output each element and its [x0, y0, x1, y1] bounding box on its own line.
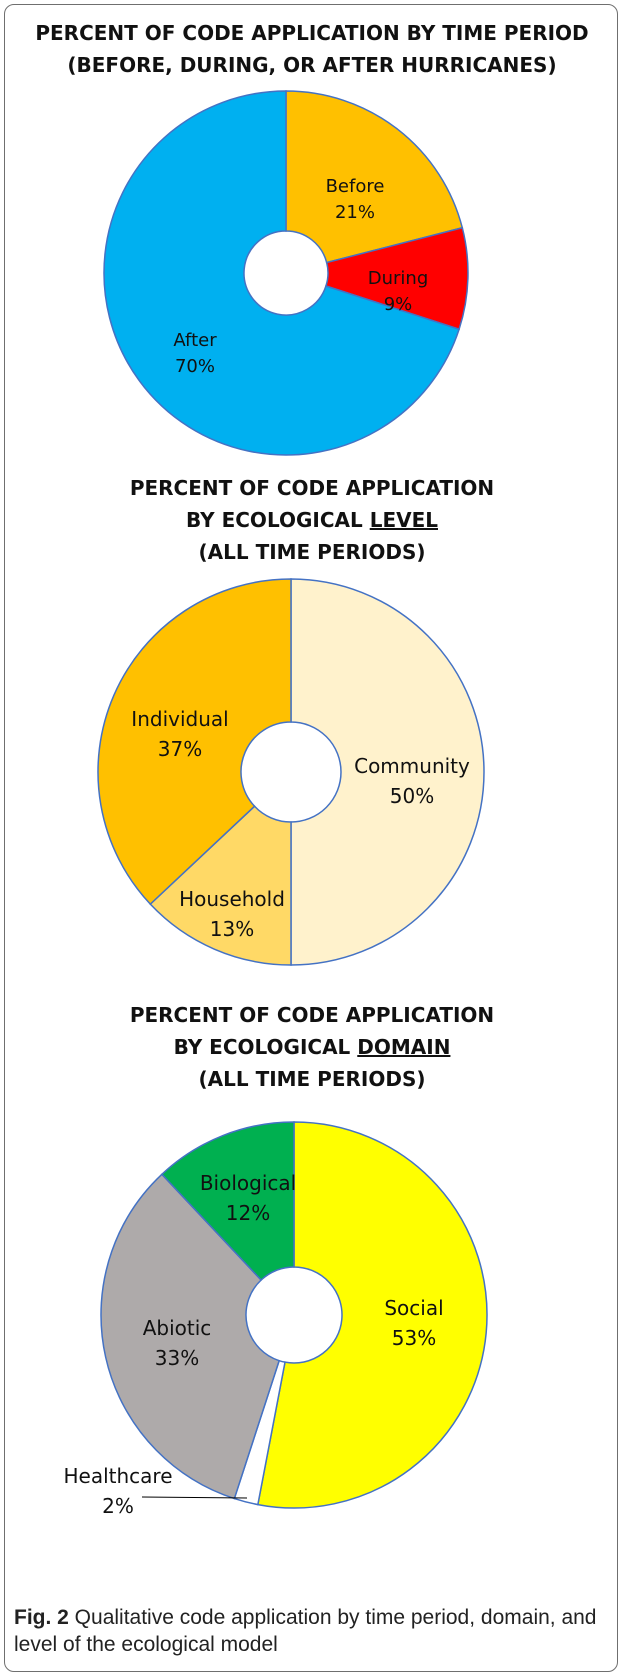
chart-time-period: PERCENT OF CODE APPLICATION BY TIME PERI…	[35, 21, 589, 456]
slice-category-label-household: Household	[179, 887, 285, 911]
chart-title-line: (ALL TIME PERIODS)	[199, 540, 426, 564]
chart-title-line: BY ECOLOGICAL LEVEL	[186, 508, 438, 532]
chart-title-line: PERCENT OF CODE APPLICATION	[130, 1003, 494, 1027]
chart-title-line: PERCENT OF CODE APPLICATION	[130, 476, 494, 500]
slice-value-label-after: 70%	[175, 356, 215, 377]
figure-frame	[4, 4, 618, 1672]
slice-value-label-individual: 37%	[158, 737, 202, 761]
slice-category-label-before: Before	[326, 176, 385, 197]
slice-value-label-healthcare: 2%	[102, 1494, 134, 1518]
leader-line-healthcare	[141, 1496, 248, 1499]
slice-category-label-abiotic: Abiotic	[143, 1316, 212, 1340]
slice-value-label-social: 53%	[392, 1326, 436, 1350]
chart-ecological-domain: PERCENT OF CODE APPLICATION BY ECOLOGICAL…	[63, 1003, 494, 1518]
slice-category-label-biological: Biological	[200, 1171, 296, 1195]
figure-charts: PERCENT OF CODE APPLICATION BY TIME PERI…	[35, 21, 589, 1518]
pie-slice-community	[290, 578, 485, 966]
slice-value-label-during: 9%	[384, 294, 413, 315]
pie-slice-individual	[97, 578, 292, 906]
chart-title-line: BY ECOLOGICAL DOMAIN	[174, 1035, 451, 1059]
pie-slice-during	[324, 226, 469, 331]
slice-category-label-social: Social	[384, 1296, 443, 1320]
pie-slice-after	[103, 90, 461, 456]
slice-category-label-individual: Individual	[131, 707, 228, 731]
pie-slice-biological	[160, 1121, 295, 1282]
chart-ecological-level: PERCENT OF CODE APPLICATION BY ECOLOGICAL…	[97, 476, 494, 966]
pie-slice-social	[256, 1121, 488, 1509]
slice-value-label-abiotic: 33%	[155, 1346, 199, 1370]
pie-slice-household	[149, 805, 292, 966]
caption-label: Fig. 2	[14, 1606, 69, 1629]
chart-title-line: (ALL TIME PERIODS)	[199, 1067, 426, 1091]
slice-category-label-community: Community	[354, 754, 470, 778]
slice-value-label-before: 21%	[335, 202, 375, 223]
figure-caption: Fig. 2 Qualitative code application by t…	[14, 1604, 610, 1658]
slice-value-label-community: 50%	[390, 784, 434, 808]
slice-category-label-healthcare: Healthcare	[63, 1464, 172, 1488]
slice-value-label-household: 13%	[210, 917, 254, 941]
caption-text: Qualitative code application by time per…	[14, 1606, 597, 1656]
chart-title-line: (BEFORE, DURING, OR AFTER HURRICANES)	[67, 53, 556, 77]
slice-value-label-biological: 12%	[226, 1201, 270, 1225]
chart-title-line: PERCENT OF CODE APPLICATION BY TIME PERI…	[35, 21, 588, 45]
slice-category-label-after: After	[173, 330, 217, 351]
pie-slice-before	[285, 90, 464, 264]
pie-slice-abiotic	[100, 1173, 281, 1500]
slice-category-label-during: During	[368, 268, 429, 289]
